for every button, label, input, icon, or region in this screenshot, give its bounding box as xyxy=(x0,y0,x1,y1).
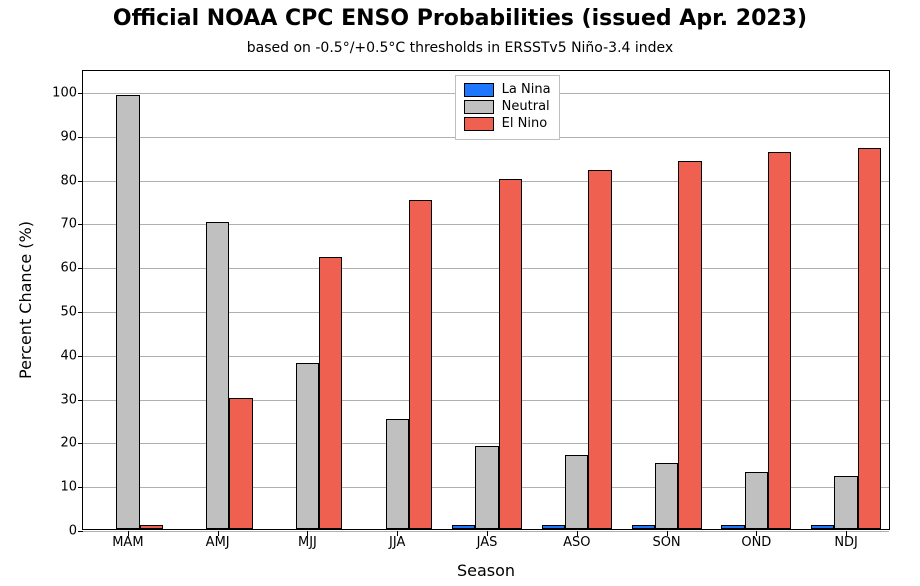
bar-el-nino xyxy=(678,161,701,529)
bar-neutral xyxy=(296,363,319,529)
legend: La Nina Neutral El Nino xyxy=(455,75,560,140)
xtick-mark xyxy=(667,531,668,536)
bar-el-nino xyxy=(409,200,432,529)
ytick-mark xyxy=(78,487,83,488)
legend-label: La Nina xyxy=(502,82,551,97)
xtick-mark xyxy=(577,531,578,536)
xtick-mark xyxy=(218,531,219,536)
ytick-mark xyxy=(78,268,83,269)
bar-el-nino xyxy=(319,257,342,529)
bar-la-nina xyxy=(811,525,834,529)
legend-swatch xyxy=(464,100,494,114)
bar-el-nino xyxy=(229,398,252,529)
xtick-mark xyxy=(487,531,488,536)
bar-el-nino xyxy=(499,179,522,529)
plot-area: 0102030405060708090100MAMAMJMJJJJAJASASO… xyxy=(82,70,890,530)
bar-neutral xyxy=(206,222,229,529)
chart-title: Official NOAA CPC ENSO Probabilities (is… xyxy=(0,6,920,31)
ytick-mark xyxy=(78,181,83,182)
ytick-mark xyxy=(78,93,83,94)
legend-item: El Nino xyxy=(464,116,551,131)
bar-neutral xyxy=(116,95,139,529)
ytick-mark xyxy=(78,443,83,444)
legend-item: La Nina xyxy=(464,82,551,97)
bar-el-nino xyxy=(768,152,791,529)
bar-la-nina xyxy=(542,525,565,529)
bar-neutral xyxy=(475,446,498,529)
xtick-mark xyxy=(846,531,847,536)
bar-la-nina xyxy=(721,525,744,529)
ytick-mark xyxy=(78,531,83,532)
bar-la-nina xyxy=(452,525,475,529)
bar-neutral xyxy=(745,472,768,529)
y-axis-label: Percent Chance (%) xyxy=(16,221,35,379)
ytick-mark xyxy=(78,400,83,401)
x-axis-label: Season xyxy=(457,561,515,580)
bar-el-nino xyxy=(140,525,163,529)
ytick-mark xyxy=(78,224,83,225)
bar-la-nina xyxy=(632,525,655,529)
xtick-mark xyxy=(397,531,398,536)
bar-neutral xyxy=(655,463,678,529)
legend-label: El Nino xyxy=(502,116,548,131)
legend-swatch xyxy=(464,83,494,97)
xtick-mark xyxy=(756,531,757,536)
legend-label: Neutral xyxy=(502,99,550,114)
xtick-mark xyxy=(128,531,129,536)
bar-neutral xyxy=(565,455,588,529)
legend-swatch xyxy=(464,117,494,131)
enso-chart: Official NOAA CPC ENSO Probabilities (is… xyxy=(0,0,920,586)
ytick-mark xyxy=(78,356,83,357)
bar-neutral xyxy=(386,419,409,529)
legend-item: Neutral xyxy=(464,99,551,114)
ytick-mark xyxy=(78,312,83,313)
bar-neutral xyxy=(834,476,857,529)
bar-el-nino xyxy=(588,170,611,529)
bar-el-nino xyxy=(858,148,881,529)
xtick-mark xyxy=(307,531,308,536)
ytick-mark xyxy=(78,137,83,138)
chart-subtitle: based on -0.5°/+0.5°C thresholds in ERSS… xyxy=(0,40,920,56)
